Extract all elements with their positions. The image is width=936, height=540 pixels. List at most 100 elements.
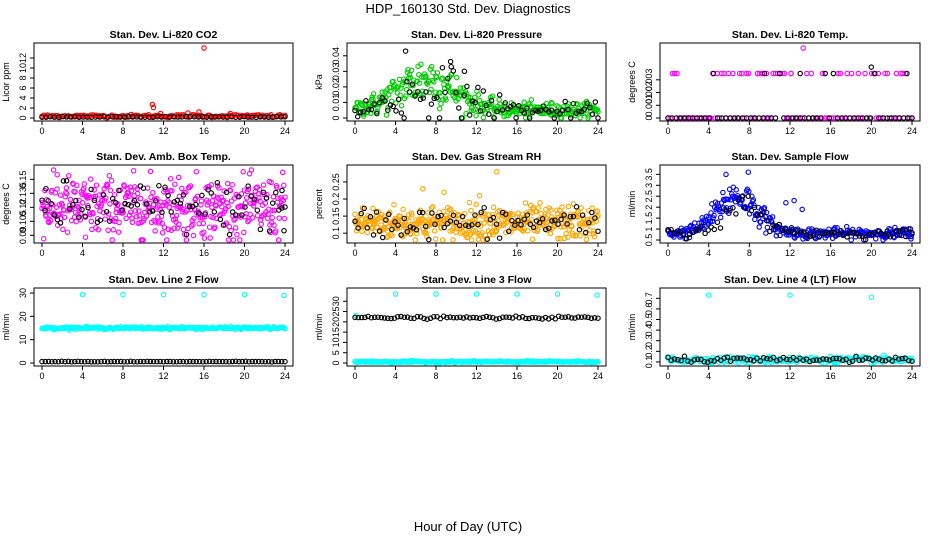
data-point-line1 — [136, 213, 143, 219]
data-point-line1 — [454, 74, 460, 81]
data-point-line1 — [720, 189, 726, 196]
data-point-line2 — [76, 214, 82, 220]
data-point-line2 — [899, 355, 905, 362]
data-point-line2 — [904, 70, 910, 77]
x-tick-label: 24 — [907, 126, 917, 136]
data-point-line2 — [398, 313, 404, 320]
data-point-line1 — [407, 75, 413, 81]
data-point-line1 — [249, 215, 256, 221]
data-point-line2 — [559, 314, 565, 320]
data-point-line1 — [54, 186, 60, 192]
x-tick-label: 0 — [352, 371, 357, 381]
data-point-line2 — [551, 115, 558, 121]
data-point-line1 — [436, 105, 443, 112]
data-point-line2 — [72, 358, 78, 365]
data-point-line2 — [570, 213, 577, 220]
data-point-line2 — [785, 229, 792, 235]
data-point-line1 — [365, 212, 371, 219]
data-point-line2 — [236, 358, 242, 365]
data-point-line2 — [357, 109, 364, 116]
data-point-line2 — [48, 200, 54, 207]
data-point-line2 — [461, 92, 467, 98]
data-point-line1 — [908, 233, 915, 240]
y-tick-label: 20 — [18, 311, 28, 321]
data-point-line1 — [528, 97, 535, 103]
data-point-line2 — [477, 108, 484, 114]
data-point-line2 — [840, 357, 846, 364]
data-point-line1 — [215, 195, 222, 202]
data-point-line2 — [153, 197, 159, 204]
data-point-line2 — [246, 358, 252, 365]
data-point-line2 — [705, 227, 711, 233]
data-point-line2 — [457, 314, 463, 320]
y-tick-label: 0.3 — [644, 334, 654, 347]
data-point-line2 — [177, 358, 183, 365]
data-point-line2 — [114, 358, 121, 365]
y-tick-label: 0.1 — [644, 356, 654, 369]
data-point-line2 — [467, 315, 473, 321]
data-point-line1 — [862, 70, 868, 77]
data-point-line2 — [141, 358, 147, 365]
x-tick-label: 4 — [706, 126, 711, 136]
x-tick-label: 24 — [593, 371, 603, 381]
data-point-line2 — [776, 70, 783, 77]
data-point-line2 — [488, 97, 495, 104]
data-point-line1 — [777, 232, 783, 239]
data-point-line2 — [242, 358, 249, 365]
data-point-line1 — [733, 187, 739, 193]
data-point-line2 — [549, 218, 555, 224]
data-point-line1 — [134, 190, 141, 197]
data-point-line2 — [394, 314, 401, 320]
data-point-line2 — [470, 314, 476, 321]
data-point-line1 — [239, 204, 246, 210]
data-point-line2 — [460, 315, 467, 321]
data-point-line1 — [369, 94, 375, 100]
data-point-line1 — [147, 168, 154, 175]
data-point-line2 — [88, 359, 95, 365]
data-point-line1 — [537, 200, 543, 206]
data-point-line2 — [113, 200, 119, 206]
data-point-line1 — [398, 221, 404, 228]
data-point-line1 — [514, 291, 520, 297]
x-tick-label: 16 — [512, 126, 522, 136]
data-point-line2 — [905, 357, 912, 364]
data-point-line2 — [559, 107, 566, 114]
data-point-line1 — [808, 70, 815, 77]
data-point-line1 — [61, 214, 68, 221]
x-tick-label: 12 — [471, 126, 481, 136]
data-point-line2 — [717, 225, 724, 231]
y-tick-label: 15 — [331, 327, 341, 337]
y-tick-label: 10 — [331, 337, 341, 347]
panel-line2flow: Stan. Dev. Line 2 Flow ml/min 0 4 8 12 16 20 24 0… — [1, 274, 294, 381]
y-tick-label: 25 — [331, 307, 341, 317]
x-tick-label: 12 — [158, 248, 168, 258]
y-tick-label: 3.5 — [644, 168, 654, 181]
data-point-line1 — [791, 197, 797, 204]
y-axis-label-co2: Licor ppm — [1, 62, 11, 102]
data-point-line2 — [434, 94, 440, 101]
data-point-line1 — [479, 229, 485, 236]
data-point-line2 — [683, 236, 690, 242]
data-point-line2 — [472, 99, 478, 106]
data-point-line1 — [591, 233, 598, 240]
data-point-line2 — [111, 358, 117, 365]
data-point-line2 — [137, 358, 144, 365]
y-tick-label: 2.5 — [644, 190, 654, 203]
data-point-line1 — [227, 110, 234, 117]
panel-title-ambbox: Stan. Dev. Amb. Box Temp. — [96, 151, 231, 163]
x-tick-label: 8 — [120, 126, 125, 136]
data-point-line1 — [855, 70, 862, 77]
data-point-line1 — [163, 237, 170, 243]
data-point-line2 — [190, 358, 196, 365]
data-point-line2 — [425, 115, 432, 121]
data-point-line2 — [168, 209, 174, 215]
data-point-line1 — [705, 292, 712, 298]
data-point-line2 — [420, 95, 427, 101]
data-point-line1 — [271, 222, 277, 229]
data-point-line2 — [478, 209, 484, 216]
data-point-line1 — [60, 226, 66, 233]
y-tick-label: 6 — [18, 85, 28, 90]
data-point-line2 — [745, 193, 752, 200]
data-point-line2 — [747, 357, 754, 363]
data-point-line2 — [823, 356, 830, 363]
